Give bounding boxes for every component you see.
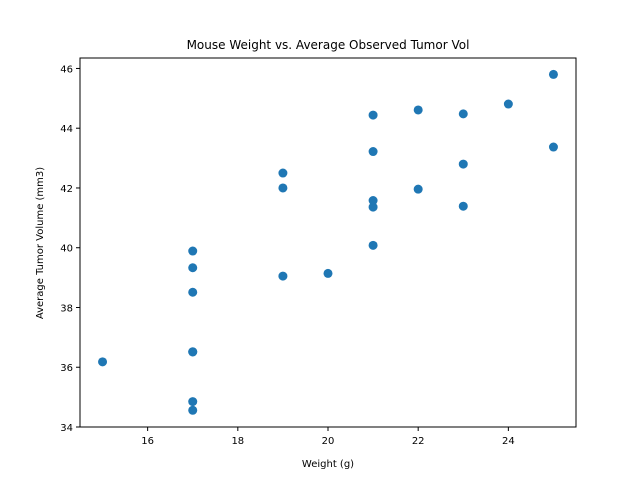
scatter-point <box>188 287 198 297</box>
scatter-point <box>188 397 198 407</box>
y-tick-label: 40 <box>60 244 73 255</box>
scatter-point <box>503 99 513 109</box>
x-tick-label: 24 <box>502 436 515 447</box>
scatter-point <box>413 184 423 194</box>
scatter-point <box>548 69 558 79</box>
scatter-point <box>368 196 378 206</box>
scatter-point <box>368 147 378 157</box>
x-tick-label: 22 <box>412 436 425 447</box>
y-tick-label: 44 <box>60 124 73 135</box>
y-tick-label: 38 <box>60 303 73 314</box>
scatter-point <box>188 347 198 357</box>
scatter-point <box>458 109 468 119</box>
axis-ticks: 16 18 20 22 24 34 36 38 40 42 44 46 <box>60 64 514 447</box>
chart-title: Mouse Weight vs. Average Observed Tumor … <box>187 38 470 52</box>
y-axis-label: Average Tumor Volume (mm3) <box>35 167 46 319</box>
scatter-point <box>413 105 423 115</box>
scatter-point <box>458 201 468 211</box>
scatter-point <box>368 202 378 212</box>
scatter-point <box>98 357 108 367</box>
y-tick-label: 36 <box>60 363 73 374</box>
scatter-point <box>458 159 468 169</box>
y-tick-label: 46 <box>60 64 73 75</box>
scatter-point <box>188 263 198 273</box>
scatter-point <box>368 240 378 250</box>
scatter-point <box>548 142 558 152</box>
scatter-point <box>278 183 288 193</box>
data-points <box>98 69 558 415</box>
scatter-point <box>278 168 288 178</box>
scatter-point <box>323 268 333 278</box>
x-axis-label: Weight (g) <box>302 459 354 470</box>
scatter-point <box>188 405 198 415</box>
y-tick-label: 42 <box>60 184 73 195</box>
scatter-point <box>368 110 378 120</box>
x-tick-label: 18 <box>231 436 244 447</box>
scatter-point <box>188 246 198 256</box>
x-tick-label: 20 <box>322 436 335 447</box>
x-tick-label: 16 <box>141 436 154 447</box>
y-tick-label: 34 <box>60 423 73 434</box>
plot-frame <box>79 57 577 428</box>
scatter-point <box>278 271 288 281</box>
